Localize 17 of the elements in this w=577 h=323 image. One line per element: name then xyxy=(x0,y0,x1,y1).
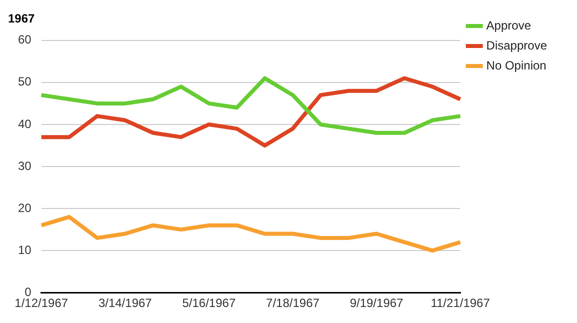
y-tick-label: 0 xyxy=(24,284,32,299)
x-tick-label: 5/16/1967 xyxy=(182,296,236,310)
y-tick-label: 30 xyxy=(18,158,32,173)
x-tick-label: 7/18/1967 xyxy=(266,296,320,310)
legend-label: Approve xyxy=(486,18,532,32)
legend-label: No Opinion xyxy=(486,58,546,72)
x-tick-label: 9/19/1967 xyxy=(350,296,404,310)
y-tick-label: 40 xyxy=(18,116,32,131)
chart-title: 1967 xyxy=(8,12,36,26)
x-tick-label: 11/21/1967 xyxy=(430,296,490,310)
y-tick-label: 50 xyxy=(18,74,32,89)
x-tick-label: 1/12/1967 xyxy=(14,296,68,310)
x-tick-label: 3/14/1967 xyxy=(98,296,152,310)
y-tick-label: 20 xyxy=(18,200,32,215)
legend-label: Disapprove xyxy=(486,38,548,52)
y-tick-label: 60 xyxy=(18,32,32,47)
y-tick-label: 10 xyxy=(18,242,32,257)
